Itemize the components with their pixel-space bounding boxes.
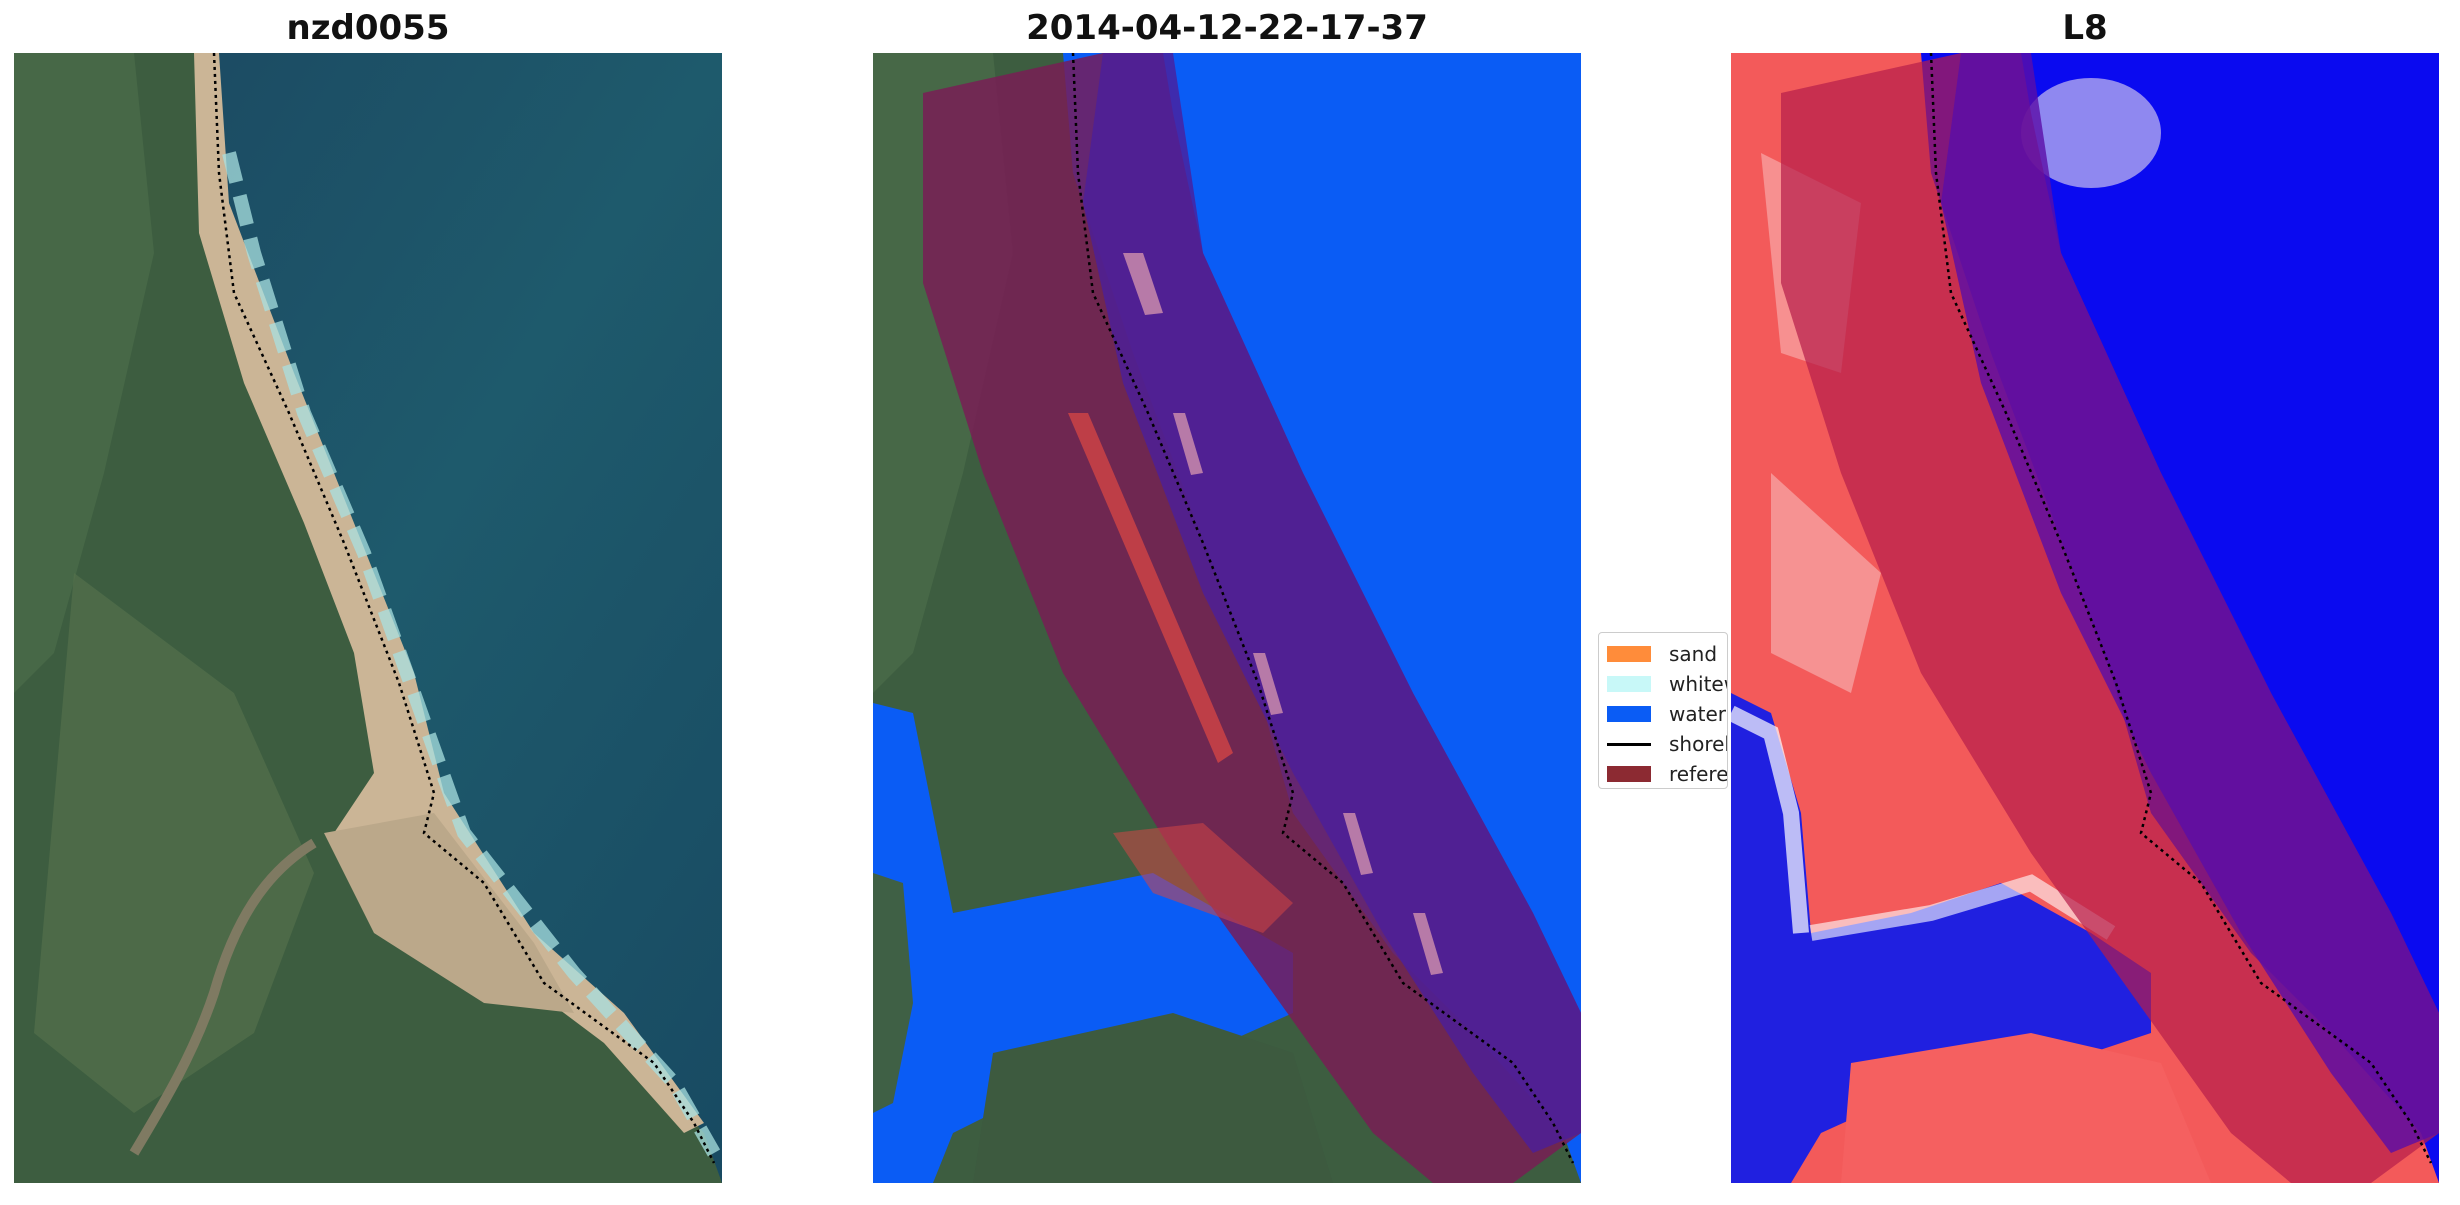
legend-swatch-sand	[1607, 646, 1651, 662]
legend-swatch-whitewater	[1607, 676, 1651, 692]
classified-image-panel	[873, 53, 1581, 1183]
legend-label-sand: sand	[1669, 642, 1718, 666]
index-image	[1731, 53, 2439, 1183]
legend-label-shoreline: shoreline	[1669, 732, 1727, 756]
panel-title-rgb: nzd0055	[286, 8, 450, 48]
legend-label-reference: reference	[1669, 762, 1728, 786]
legend-swatch-water	[1607, 706, 1651, 722]
classified-image	[873, 53, 1581, 1183]
legend-item-shoreline: shoreline	[1607, 729, 1727, 759]
legend-swatch-reference	[1607, 766, 1651, 782]
panel-title-index: L8	[2062, 8, 2108, 48]
legend-item-water: water	[1607, 699, 1727, 729]
rgb-satellite-image	[14, 53, 722, 1183]
legend-item-sand: sand	[1607, 639, 1727, 669]
legend-swatch-shoreline	[1607, 742, 1651, 746]
index-image-panel	[1731, 53, 2439, 1183]
panel-title-classified: 2014-04-12-22-17-37	[1026, 8, 1428, 48]
rgb-image-panel	[14, 53, 722, 1183]
legend-item-reference: reference	[1607, 759, 1728, 788]
legend-label-water: water	[1669, 702, 1726, 726]
